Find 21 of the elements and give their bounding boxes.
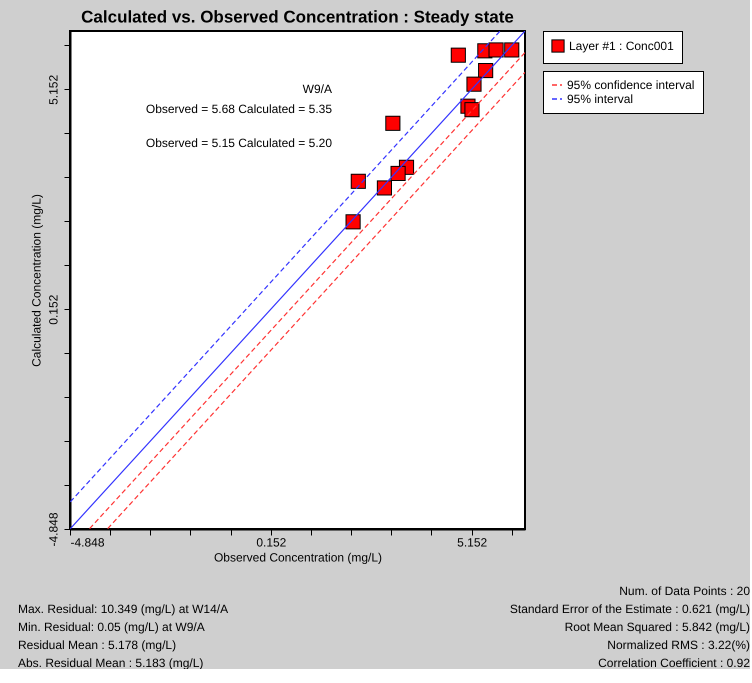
x-tick-label: -4.848 [70,536,105,550]
y-tick-label: 5.152 [46,74,60,105]
annotation: W9/A Observed = 5.68 Calculated = 5.35 [146,82,332,116]
annotation: Observed = 5.15 Calculated = 5.20 [146,136,332,150]
chart-title: Calculated vs. Observed Concentration : Steady state [81,8,514,26]
legend-label: 95% interval [567,92,634,106]
x-axis-title: Observed Concentration (mg/L) [214,550,382,564]
text: Residual Mean : 5.178 (mg/L) [18,638,176,652]
text: Max. Residual: 10.349 (mg/L) at W14/A [18,602,228,616]
x-tick-label: 5.152 [457,536,488,550]
text: Root Mean Squared : 5.842 (mg/L) [564,620,750,634]
y-axis-title: Calculated Concentration (mg/L) [30,194,44,367]
y-tick-label: 0.152 [46,294,60,325]
text: Correlation Coefficient : 0.92 [598,656,750,670]
legend-label: Layer #1 : Conc001 [569,39,674,53]
text: Min. Residual: 0.05 (mg/L) at W9/A [18,620,205,634]
x-tick-label: 0.152 [256,536,287,550]
text: Normalized RMS : 3.22(%) [607,638,750,652]
text: Standard Error of the Estimate : 0.621 (mg/L) [510,602,750,616]
legend-label: 95% confidence interval [567,78,694,92]
text: Num. of Data Points : 20 [619,584,750,598]
